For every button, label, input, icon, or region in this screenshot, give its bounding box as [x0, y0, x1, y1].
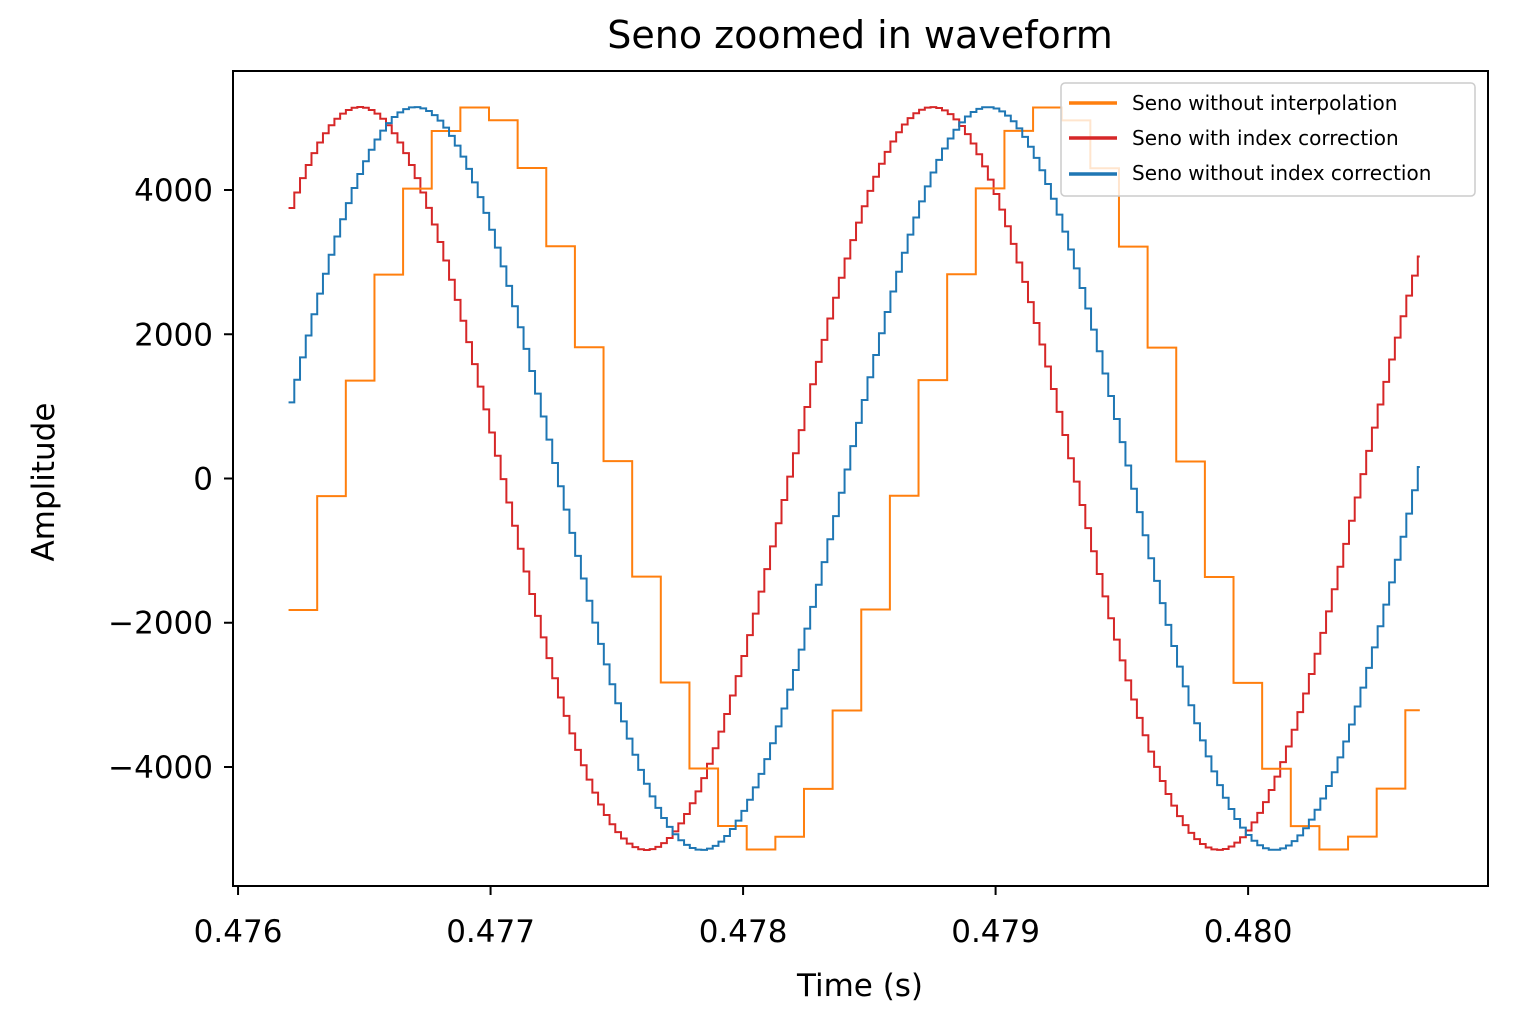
series-line-without-interpolation — [288, 106, 1420, 851]
y-tick-label: −2000 — [108, 606, 213, 642]
x-tick-label: 0.478 — [699, 914, 788, 950]
legend-entry-without-interpolation: Seno without interpolation — [1069, 91, 1397, 115]
legend: Seno without interpolation Seno with ind… — [1060, 82, 1476, 197]
series-line-with-index-correction — [288, 106, 1420, 851]
plot-lines — [288, 106, 1420, 851]
y-tick-label: −4000 — [108, 750, 213, 786]
series-line-without-index-correction — [288, 106, 1420, 851]
legend-entry-without-index-correction: Seno without index correction — [1069, 161, 1431, 185]
x-tick-label: 0.476 — [194, 914, 283, 950]
legend-box — [1060, 82, 1476, 197]
y-axis-label: Amplitude — [26, 403, 62, 562]
legend-label: Seno without index correction — [1132, 161, 1431, 185]
y-tick-label: 0 — [193, 462, 213, 498]
x-axis-label: Time (s) — [796, 968, 923, 1004]
legend-entry-with-index-correction: Seno with index correction — [1069, 126, 1399, 150]
legend-label: Seno without interpolation — [1132, 91, 1397, 115]
y-tick-label: 2000 — [134, 317, 213, 353]
y-tick-label: 4000 — [134, 173, 213, 209]
x-tick-label: 0.480 — [1204, 914, 1293, 950]
x-tick-label: 0.477 — [446, 914, 535, 950]
legend-label: Seno with index correction — [1132, 126, 1399, 150]
y-axis-ticks: 4000 2000 0 −2000 −4000 — [108, 173, 233, 786]
chart-title: Seno zoomed in waveform — [607, 13, 1113, 57]
x-axis-ticks: 0.476 0.477 0.478 0.479 0.480 — [194, 886, 1293, 950]
x-tick-label: 0.479 — [951, 914, 1040, 950]
